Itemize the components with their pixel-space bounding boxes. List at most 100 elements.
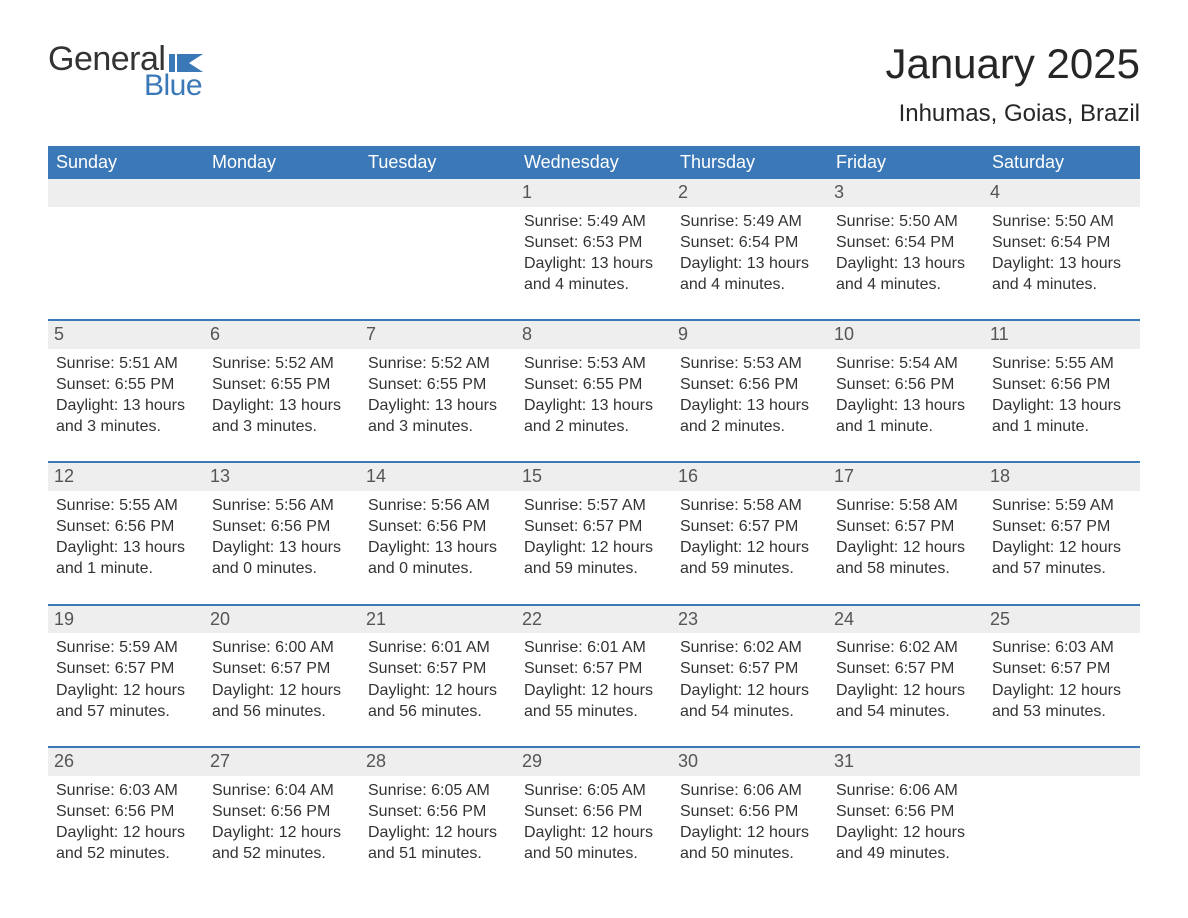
daylight-text: Daylight: 12 hours and 51 minutes. — [368, 822, 508, 864]
page-header: General Blue January 2025 Inhumas, Goias… — [48, 40, 1140, 128]
sunrise-text: Sunrise: 5:57 AM — [524, 495, 664, 516]
day-number: 7 — [360, 321, 516, 349]
daylight-text: Daylight: 13 hours and 4 minutes. — [524, 253, 664, 295]
sunset-text: Sunset: 6:57 PM — [524, 658, 664, 679]
calendar-day-cell: 6Sunrise: 5:52 AMSunset: 6:55 PMDaylight… — [204, 320, 360, 462]
calendar-week-row: 5Sunrise: 5:51 AMSunset: 6:55 PMDaylight… — [48, 320, 1140, 462]
calendar-week-row: 1Sunrise: 5:49 AMSunset: 6:53 PMDaylight… — [48, 179, 1140, 320]
sunrise-text: Sunrise: 6:06 AM — [836, 780, 976, 801]
day-number: 8 — [516, 321, 672, 349]
calendar-day-cell: 5Sunrise: 5:51 AMSunset: 6:55 PMDaylight… — [48, 320, 204, 462]
sunrise-text: Sunrise: 5:55 AM — [992, 353, 1132, 374]
daylight-text: Daylight: 13 hours and 2 minutes. — [680, 395, 820, 437]
day-number: 3 — [828, 179, 984, 207]
sunset-text: Sunset: 6:57 PM — [368, 658, 508, 679]
weekday-header: Wednesday — [516, 146, 672, 179]
calendar-day-cell: 20Sunrise: 6:00 AMSunset: 6:57 PMDayligh… — [204, 605, 360, 747]
calendar-day-cell: 15Sunrise: 5:57 AMSunset: 6:57 PMDayligh… — [516, 462, 672, 604]
sunrise-text: Sunrise: 6:03 AM — [56, 780, 196, 801]
sunrise-text: Sunrise: 6:02 AM — [680, 637, 820, 658]
sunset-text: Sunset: 6:53 PM — [524, 232, 664, 253]
weekday-header: Sunday — [48, 146, 204, 179]
sunrise-text: Sunrise: 6:06 AM — [680, 780, 820, 801]
sunset-text: Sunset: 6:55 PM — [524, 374, 664, 395]
sunrise-text: Sunrise: 5:49 AM — [680, 211, 820, 232]
calendar-day-cell: 10Sunrise: 5:54 AMSunset: 6:56 PMDayligh… — [828, 320, 984, 462]
daylight-text: Daylight: 13 hours and 3 minutes. — [56, 395, 196, 437]
day-number: 24 — [828, 606, 984, 634]
calendar-day-cell: 29Sunrise: 6:05 AMSunset: 6:56 PMDayligh… — [516, 747, 672, 888]
daylight-text: Daylight: 12 hours and 57 minutes. — [56, 680, 196, 722]
sunrise-text: Sunrise: 5:59 AM — [992, 495, 1132, 516]
calendar-day-cell: 27Sunrise: 6:04 AMSunset: 6:56 PMDayligh… — [204, 747, 360, 888]
sunset-text: Sunset: 6:56 PM — [368, 801, 508, 822]
calendar-day-cell: 23 Sunrise: 6:02 AMSunset: 6:57 PMDayligh… — [672, 605, 828, 747]
calendar-day-cell: 7Sunrise: 5:52 AMSunset: 6:55 PMDaylight… — [360, 320, 516, 462]
sunrise-text: Sunrise: 6:05 AM — [368, 780, 508, 801]
day-number: 21 — [360, 606, 516, 634]
sunrise-text: Sunrise: 6:04 AM — [212, 780, 352, 801]
day-number — [984, 748, 1140, 776]
calendar-day-cell: 31Sunrise: 6:06 AMSunset: 6:56 PMDayligh… — [828, 747, 984, 888]
daylight-text: Daylight: 13 hours and 0 minutes. — [212, 537, 352, 579]
calendar-day-cell: 8Sunrise: 5:53 AMSunset: 6:55 PMDaylight… — [516, 320, 672, 462]
sunset-text: Sunset: 6:57 PM — [836, 658, 976, 679]
day-number: 14 — [360, 463, 516, 491]
calendar-day-cell: 14Sunrise: 5:56 AMSunset: 6:56 PMDayligh… — [360, 462, 516, 604]
sunrise-text: Sunrise: 5:58 AM — [680, 495, 820, 516]
weekday-header: Friday — [828, 146, 984, 179]
sunset-text: Sunset: 6:57 PM — [212, 658, 352, 679]
calendar-day-cell — [360, 179, 516, 320]
calendar-day-cell: 3Sunrise: 5:50 AMSunset: 6:54 PMDaylight… — [828, 179, 984, 320]
sunset-text: Sunset: 6:57 PM — [680, 516, 820, 537]
calendar-week-row: 26Sunrise: 6:03 AMSunset: 6:56 PMDayligh… — [48, 747, 1140, 888]
title-block: January 2025 Inhumas, Goias, Brazil — [885, 40, 1140, 128]
calendar-day-cell: 19Sunrise: 5:59 AMSunset: 6:57 PMDayligh… — [48, 605, 204, 747]
daylight-text: Daylight: 13 hours and 4 minutes. — [992, 253, 1132, 295]
daylight-text: Daylight: 12 hours and 55 minutes. — [524, 680, 664, 722]
daylight-text: Daylight: 12 hours and 57 minutes. — [992, 537, 1132, 579]
sunrise-text: Sunrise: 5:53 AM — [524, 353, 664, 374]
sunset-text: Sunset: 6:57 PM — [836, 516, 976, 537]
sunset-text: Sunset: 6:56 PM — [56, 516, 196, 537]
sunrise-text: Sunrise: 6:00 AM — [212, 637, 352, 658]
sunrise-text: Sunrise: 5:58 AM — [836, 495, 976, 516]
daylight-text: Daylight: 12 hours and 56 minutes. — [368, 680, 508, 722]
calendar-day-cell — [204, 179, 360, 320]
daylight-text: Daylight: 12 hours and 59 minutes. — [524, 537, 664, 579]
daylight-text: Daylight: 12 hours and 54 minutes. — [680, 680, 820, 722]
day-number: 28 — [360, 748, 516, 776]
sunset-text: Sunset: 6:56 PM — [212, 516, 352, 537]
day-number: 2 — [672, 179, 828, 207]
calendar-day-cell: 11Sunrise: 5:55 AMSunset: 6:56 PMDayligh… — [984, 320, 1140, 462]
daylight-text: Daylight: 13 hours and 1 minute. — [836, 395, 976, 437]
calendar-day-cell: 12Sunrise: 5:55 AMSunset: 6:56 PMDayligh… — [48, 462, 204, 604]
day-number: 23 — [672, 606, 828, 634]
sunrise-text: Sunrise: 5:52 AM — [212, 353, 352, 374]
calendar-day-cell: 1Sunrise: 5:49 AMSunset: 6:53 PMDaylight… — [516, 179, 672, 320]
weekday-header: Saturday — [984, 146, 1140, 179]
sunrise-text: Sunrise: 6:03 AM — [992, 637, 1132, 658]
day-number: 16 — [672, 463, 828, 491]
day-number: 11 — [984, 321, 1140, 349]
sunset-text: Sunset: 6:57 PM — [992, 516, 1132, 537]
day-number: 31 — [828, 748, 984, 776]
sunset-text: Sunset: 6:54 PM — [836, 232, 976, 253]
day-number: 20 — [204, 606, 360, 634]
sunset-text: Sunset: 6:57 PM — [680, 658, 820, 679]
day-number: 22 — [516, 606, 672, 634]
daylight-text: Daylight: 12 hours and 52 minutes. — [56, 822, 196, 864]
day-number — [204, 179, 360, 207]
calendar-day-cell: 24Sunrise: 6:02 AMSunset: 6:57 PMDayligh… — [828, 605, 984, 747]
weekday-header: Tuesday — [360, 146, 516, 179]
sunrise-text: Sunrise: 6:01 AM — [524, 637, 664, 658]
daylight-text: Daylight: 12 hours and 53 minutes. — [992, 680, 1132, 722]
sunset-text: Sunset: 6:56 PM — [212, 801, 352, 822]
day-number: 6 — [204, 321, 360, 349]
daylight-text: Daylight: 12 hours and 50 minutes. — [524, 822, 664, 864]
sunset-text: Sunset: 6:56 PM — [680, 374, 820, 395]
day-number: 30 — [672, 748, 828, 776]
calendar-day-cell — [48, 179, 204, 320]
daylight-text: Daylight: 12 hours and 50 minutes. — [680, 822, 820, 864]
daylight-text: Daylight: 13 hours and 0 minutes. — [368, 537, 508, 579]
